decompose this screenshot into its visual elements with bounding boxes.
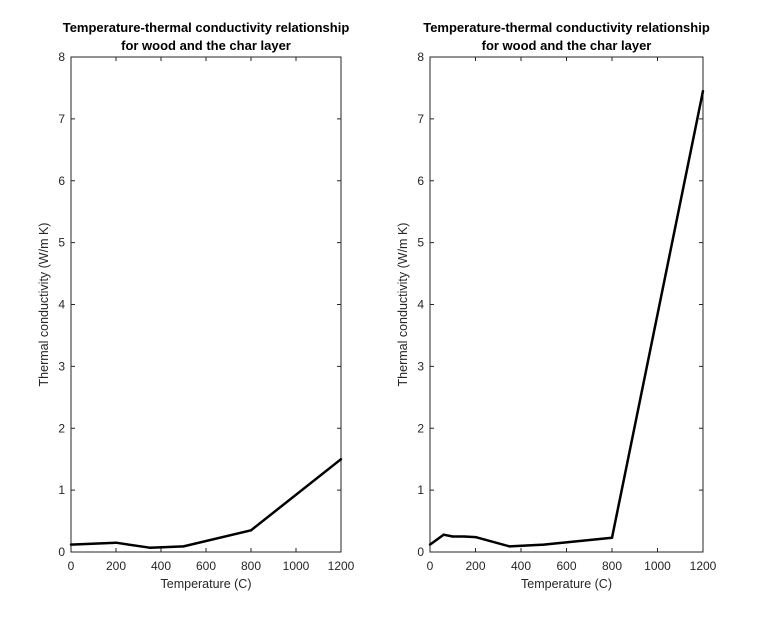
chart-1-data-point xyxy=(474,535,477,539)
chart-1-xtick-label: 0 xyxy=(427,559,434,573)
chart-0-xtick-label: 600 xyxy=(196,559,216,573)
chart-1-data-point xyxy=(428,543,432,546)
chart-1-data-point xyxy=(542,543,545,546)
chart-0-xtick-label: 400 xyxy=(151,559,171,573)
chart-1-ytick-label: 4 xyxy=(417,298,424,312)
chart-1-ytick-label: 8 xyxy=(417,50,424,64)
chart-0-xtick-label: 0 xyxy=(68,559,75,573)
chart-1-data-point xyxy=(462,535,466,538)
chart-1-ylabel: Thermal conductivity (W/m K) xyxy=(396,223,410,387)
chart-0-data-point xyxy=(148,546,151,549)
chart-1-xtick-label: 800 xyxy=(602,559,622,573)
chart-0-ytick-label: 7 xyxy=(58,112,65,126)
chart-1-ytick-label: 5 xyxy=(417,236,424,250)
chart-1-ytick-label: 2 xyxy=(417,421,424,435)
chart-0-data-point xyxy=(182,545,185,548)
chart-panel-left: 0 200 400 600 800 1000 1200 0 1 2 3 4 5 6 7 8 Temperatur… xyxy=(37,20,355,591)
chart-0-xtick-label: 800 xyxy=(241,559,261,573)
chart-1-data-point xyxy=(508,545,511,548)
chart-0-data-point xyxy=(114,541,118,544)
chart-0-ytick-label: 4 xyxy=(58,298,65,312)
chart-0-xlabel: Temperature (C) xyxy=(161,577,252,591)
chart-0-data-point xyxy=(249,529,253,532)
chart-1-ytick-label: 7 xyxy=(417,112,424,126)
chart-1-title-line-1: Temperature-thermal conductivity relatio… xyxy=(423,20,710,35)
chart-0-series-line xyxy=(70,458,342,549)
chart-1-data-point xyxy=(442,533,445,536)
chart-0-xtick-label: 1000 xyxy=(283,559,310,573)
chart-1-xtick-label: 600 xyxy=(556,559,576,573)
chart-0-title-line-1: Temperature-thermal conductivity relatio… xyxy=(63,20,350,35)
chart-1-xtick-label: 200 xyxy=(465,559,485,573)
chart-1-xtick-label: 400 xyxy=(511,559,531,573)
chart-0-ytick-label: 5 xyxy=(58,236,65,250)
chart-0-ytick-label: 0 xyxy=(58,545,65,559)
chart-0-data-point xyxy=(339,457,343,461)
chart-1-ytick-label: 6 xyxy=(417,174,424,188)
chart-1-data-point xyxy=(701,89,705,93)
chart-1-xtick-label: 1200 xyxy=(690,559,717,573)
chart-0-ytick-label: 3 xyxy=(58,359,65,373)
chart-1-ytick-label: 0 xyxy=(417,545,424,559)
chart-1-data-point xyxy=(610,536,614,539)
chart-0-ytick-label: 2 xyxy=(58,421,65,435)
chart-0-data-point xyxy=(69,543,73,546)
chart-1-ytick-label: 1 xyxy=(417,483,424,497)
chart-0-ytick-label: 8 xyxy=(58,50,65,64)
chart-0-axes-box xyxy=(70,56,342,553)
chart-1-title-line-2: for wood and the char layer xyxy=(482,38,652,53)
chart-0-ytick-label: 6 xyxy=(58,174,65,188)
chart-1-ytick-label: 3 xyxy=(417,359,424,373)
chart-1-xtick-label: 1000 xyxy=(644,559,671,573)
chart-0-xtick-label: 200 xyxy=(106,559,126,573)
chart-panel-right: 0 200 400 600 800 1000 1200 0 1 2 3 4 5 6 7 8 Temperatur… xyxy=(396,20,717,591)
chart-0-ytick-label: 1 xyxy=(58,483,65,497)
chart-1-xlabel: Temperature (C) xyxy=(521,577,612,591)
chart-1-data-point xyxy=(451,535,454,538)
chart-0-xtick-label: 1200 xyxy=(328,559,355,573)
chart-0-ylabel: Thermal conductivity (W/m K) xyxy=(37,223,51,387)
chart-1-axes-box xyxy=(429,56,704,553)
chart-0-title-line-2: for wood and the char layer xyxy=(121,38,291,53)
